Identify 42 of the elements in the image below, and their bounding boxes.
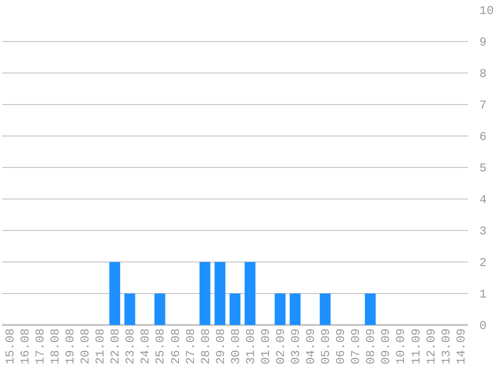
y-tick-label: 9 bbox=[479, 36, 487, 50]
y-tick-label: 7 bbox=[479, 98, 487, 113]
x-tick-label: 21.08 bbox=[94, 328, 108, 364]
y-tick-label: 6 bbox=[479, 130, 487, 144]
x-tick-label: 19.08 bbox=[64, 328, 78, 364]
x-tick-label: 15.08 bbox=[3, 328, 18, 364]
x-tick-label: 04.09 bbox=[304, 328, 318, 364]
x-tick-label: 31.08 bbox=[244, 328, 258, 364]
x-tick-label: 13.09 bbox=[439, 328, 454, 364]
y-tick-label: 3 bbox=[479, 224, 487, 239]
x-tick-label: 28.08 bbox=[198, 328, 213, 364]
x-tick-label: 17.08 bbox=[33, 328, 48, 364]
y-tick-label: 1 bbox=[479, 288, 487, 302]
x-tick-label: 27.08 bbox=[184, 328, 198, 364]
x-tick-label: 29.08 bbox=[214, 328, 228, 364]
x-tick-label: 25.08 bbox=[154, 328, 168, 364]
x-tick-label: 07.09 bbox=[349, 328, 364, 364]
x-tick-label: 24.08 bbox=[138, 328, 153, 364]
x-tick-label: 18.08 bbox=[48, 328, 63, 364]
x-tick-label: 08.09 bbox=[364, 328, 378, 364]
y-tick-label: 5 bbox=[479, 162, 487, 176]
x-tick-label: 03.09 bbox=[289, 328, 304, 364]
y-tick-label: 8 bbox=[479, 67, 487, 82]
x-tick-label: 23.08 bbox=[124, 328, 138, 364]
x-tick-label: 10.09 bbox=[394, 328, 408, 364]
x-tick-label: 16.08 bbox=[18, 328, 32, 364]
x-tick-label: 02.09 bbox=[274, 328, 288, 364]
x-tick-label: 05.09 bbox=[319, 328, 334, 364]
x-tick-label: 20.08 bbox=[78, 328, 93, 364]
x-tick-label: 30.08 bbox=[228, 328, 243, 364]
y-tick-label: 10 bbox=[479, 4, 494, 18]
x-tick-label: 01.09 bbox=[258, 328, 273, 364]
x-tick-label: 14.09 bbox=[454, 328, 468, 364]
x-tick-label: 06.09 bbox=[334, 328, 348, 364]
x-tick-label: 09.09 bbox=[379, 328, 394, 364]
x-tick-label: 26.08 bbox=[168, 328, 183, 364]
y-tick-label: 4 bbox=[479, 193, 487, 208]
x-tick-label: 11.09 bbox=[409, 328, 424, 364]
y-tick-label: 2 bbox=[479, 256, 487, 270]
y-tick-label: 0 bbox=[479, 319, 487, 334]
x-tick-label: 22.08 bbox=[108, 328, 123, 364]
x-tick-label: 12.09 bbox=[424, 328, 438, 364]
